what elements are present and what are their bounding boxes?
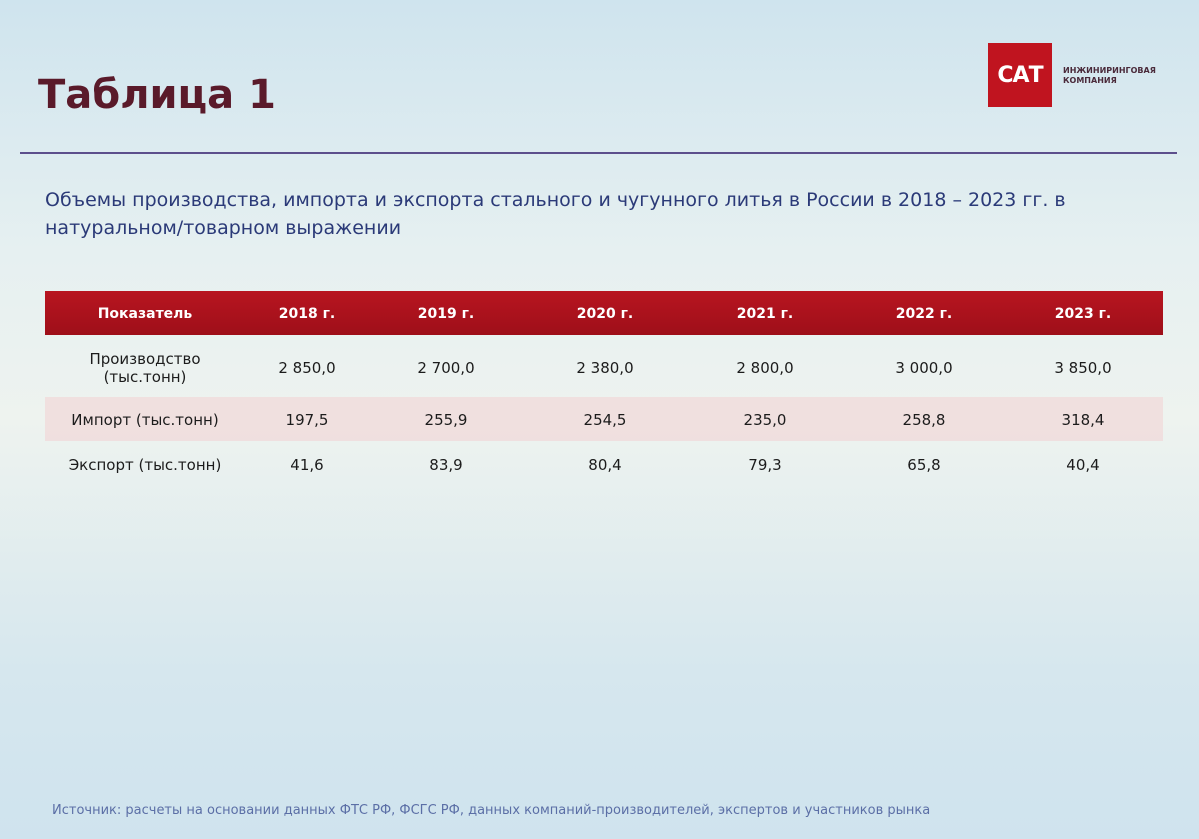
table-cell: 83,9: [429, 456, 463, 474]
table-cell: 2 700,0: [417, 359, 475, 377]
column-header: 2019 г.: [417, 306, 475, 322]
table-cell: 2 850,0: [278, 359, 336, 377]
table-cell: 254,5: [583, 411, 627, 429]
title-rule: [20, 152, 1177, 154]
row-label: Экспорт (тыс.тонн): [68, 456, 222, 474]
row-shading: [45, 397, 1163, 441]
table-cell: 65,8: [907, 456, 941, 474]
row-label: Производство (тыс.тонн): [89, 350, 200, 386]
logo: САТ: [988, 43, 1052, 107]
subtitle: Объемы производства, импорта и экспорта …: [45, 189, 1066, 211]
table-cell: 3 000,0: [895, 359, 953, 377]
table-cell: 258,8: [902, 411, 946, 429]
table-cell: 2 380,0: [576, 359, 634, 377]
table-cell: 79,3: [748, 456, 782, 474]
slide-title: Таблица 1: [38, 72, 276, 118]
table-header-bar: [45, 291, 1163, 335]
column-header: 2021 г.: [736, 306, 794, 322]
source-note: Источник: расчеты на основании данных ФТ…: [52, 803, 931, 818]
column-header: 2023 г.: [1054, 306, 1112, 322]
row-label: Импорт (тыс.тонн): [71, 411, 219, 429]
table-cell: 235,0: [743, 411, 787, 429]
subtitle: натуральном/товарном выражении: [45, 217, 402, 239]
table-cell: 318,4: [1061, 411, 1105, 429]
column-header: 2020 г.: [576, 306, 634, 322]
table-cell: 255,9: [424, 411, 468, 429]
table-cell: 2 800,0: [736, 359, 794, 377]
table-cell: 40,4: [1066, 456, 1100, 474]
table-cell: 197,5: [285, 411, 329, 429]
column-header: 2022 г.: [895, 306, 953, 322]
logo-text: КОМПАНИЯ: [1063, 76, 1117, 85]
column-header: Показатель: [97, 306, 193, 322]
table-cell: 41,6: [290, 456, 324, 474]
table-cell: 3 850,0: [1054, 359, 1112, 377]
row-label-line: (тыс.тонн): [103, 368, 187, 386]
row-label-line: Производство: [89, 350, 201, 368]
column-header: 2018 г.: [278, 306, 336, 322]
table-cell: 80,4: [588, 456, 622, 474]
logo-text: ИНЖИНИРИНГОВАЯ: [1063, 66, 1156, 75]
